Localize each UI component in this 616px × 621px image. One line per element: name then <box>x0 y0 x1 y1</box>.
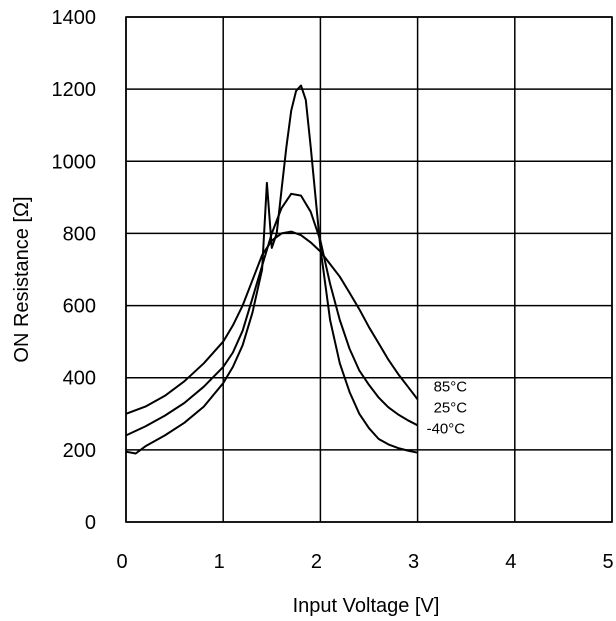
curves <box>125 84 419 455</box>
series-label: 85°C <box>434 379 468 396</box>
x-tick-label: 1 <box>214 551 225 573</box>
x-tick-label: 5 <box>602 551 613 573</box>
y-tick-label: 1400 <box>52 7 97 29</box>
series-line-0 <box>125 230 419 415</box>
series-label: -40°C <box>427 421 466 438</box>
y-tick-label: 200 <box>63 440 96 462</box>
y-tick-label: 1200 <box>52 79 97 101</box>
plot-frame <box>125 16 613 523</box>
series-line-1 <box>125 192 419 437</box>
y-tick-label: 0 <box>85 512 96 534</box>
series-label: 25°C <box>434 400 468 417</box>
series-labels: 85°C 25°C -40°C <box>427 379 468 438</box>
y-tick-labels: 0 200 400 600 800 1000 1200 1400 <box>52 7 97 534</box>
y-tick-label: 1000 <box>52 151 97 173</box>
y-axis-title: ON Resistance [Ω] <box>11 196 33 362</box>
x-tick-label: 4 <box>505 551 516 573</box>
x-tick-label: 0 <box>116 551 127 573</box>
x-tick-labels: 0 1 2 3 4 5 <box>116 551 613 573</box>
y-tick-label: 600 <box>63 296 96 318</box>
x-tick-label: 2 <box>311 551 322 573</box>
x-tick-label: 3 <box>408 551 419 573</box>
y-tick-label: 800 <box>63 223 96 245</box>
grid <box>125 16 613 523</box>
y-tick-label: 400 <box>63 368 96 390</box>
series-line-2 <box>125 84 418 455</box>
x-axis-title: Input Voltage [V] <box>293 595 440 617</box>
